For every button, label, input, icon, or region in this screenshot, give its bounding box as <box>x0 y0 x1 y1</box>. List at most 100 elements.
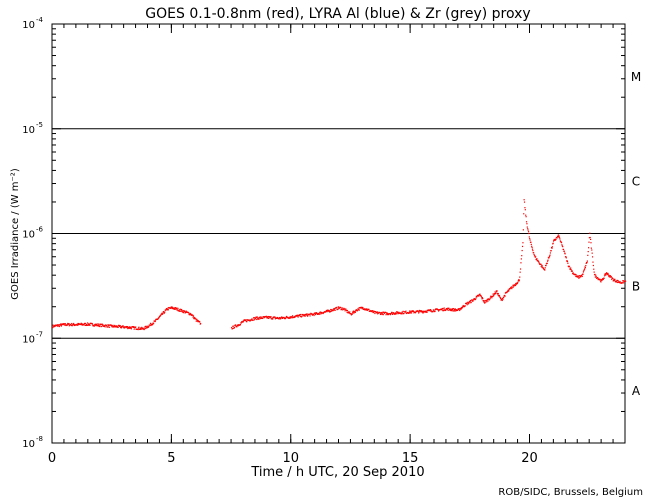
data-point <box>617 281 619 284</box>
data-point <box>625 280 627 282</box>
data-point <box>160 314 162 316</box>
data-point <box>455 309 457 311</box>
data-point <box>193 316 195 319</box>
data-point <box>594 276 596 278</box>
data-point <box>449 309 451 311</box>
x-tick-label-0: 0 <box>48 451 56 466</box>
data-point <box>172 306 174 309</box>
data-point <box>242 321 244 323</box>
data-point <box>154 320 156 323</box>
data-point <box>390 312 392 315</box>
data-point <box>171 307 173 310</box>
data-point <box>540 265 542 268</box>
data-point <box>185 310 187 312</box>
data-point <box>123 327 125 329</box>
data-point <box>578 275 580 277</box>
data-point <box>52 327 54 329</box>
data-point <box>305 314 308 316</box>
data-point <box>422 312 425 314</box>
data-point <box>94 323 97 325</box>
data-point <box>340 308 343 311</box>
data-point <box>349 311 351 313</box>
data-point <box>445 309 447 311</box>
data-point <box>130 327 132 329</box>
data-point <box>523 201 526 203</box>
data-point <box>67 322 69 325</box>
data-point <box>409 310 411 312</box>
data-point <box>510 286 512 288</box>
data-point <box>528 236 530 238</box>
data-point <box>499 296 501 299</box>
data-point <box>606 273 608 275</box>
data-point <box>483 301 485 303</box>
data-point <box>429 309 431 311</box>
data-point <box>246 321 248 323</box>
data-point <box>108 324 110 326</box>
data-point <box>513 285 515 287</box>
data-point <box>96 323 98 325</box>
data-point <box>64 324 66 326</box>
data-point <box>588 241 590 243</box>
data-point <box>110 324 113 327</box>
data-point <box>170 307 173 309</box>
data-point <box>233 327 235 329</box>
data-point <box>508 289 510 291</box>
data-point <box>418 311 420 313</box>
x-tick-label-4: 20 <box>521 451 538 466</box>
data-point <box>517 281 519 284</box>
data-point <box>615 280 617 282</box>
data-point <box>622 280 624 282</box>
data-point <box>56 324 58 326</box>
data-point <box>522 229 524 231</box>
data-point <box>299 314 301 316</box>
data-point <box>501 298 503 300</box>
data-point <box>533 252 535 254</box>
data-point <box>70 324 72 326</box>
data-point <box>576 275 579 277</box>
data-point <box>297 316 299 318</box>
data-point <box>395 312 397 315</box>
data-point <box>587 254 589 256</box>
data-point <box>442 309 444 312</box>
data-point <box>454 310 456 312</box>
data-point <box>237 325 239 327</box>
data-point <box>89 323 91 325</box>
data-point <box>52 324 54 326</box>
data-point <box>111 326 113 328</box>
data-point <box>562 248 565 251</box>
data-point <box>537 259 539 261</box>
data-point <box>424 310 427 312</box>
data-point <box>527 231 530 233</box>
data-point <box>318 313 320 316</box>
data-point <box>199 321 201 323</box>
data-point <box>333 309 335 311</box>
data-point <box>403 312 405 315</box>
data-point <box>578 277 581 279</box>
data-point <box>165 309 167 311</box>
data-point <box>592 261 594 263</box>
data-point <box>515 282 517 285</box>
data-point <box>236 326 238 328</box>
data-point <box>382 314 384 316</box>
data-point <box>575 275 577 278</box>
data-point <box>309 313 312 315</box>
data-point <box>108 326 111 328</box>
data-point <box>71 325 73 327</box>
data-point <box>395 311 397 314</box>
data-point <box>259 318 261 320</box>
data-point <box>175 308 177 310</box>
data-point <box>376 311 378 314</box>
data-point <box>619 280 621 283</box>
data-point <box>504 295 506 297</box>
data-point <box>266 316 268 318</box>
data-point <box>291 317 293 319</box>
data-point <box>532 250 534 252</box>
data-point <box>417 311 419 313</box>
data-point <box>83 324 85 326</box>
data-point <box>599 280 602 282</box>
data-point <box>174 308 176 310</box>
data-point <box>601 279 603 281</box>
data-point <box>280 318 282 320</box>
credit-text: ROB/SIDC, Brussels, Belgium <box>498 487 643 498</box>
data-point <box>482 300 485 302</box>
